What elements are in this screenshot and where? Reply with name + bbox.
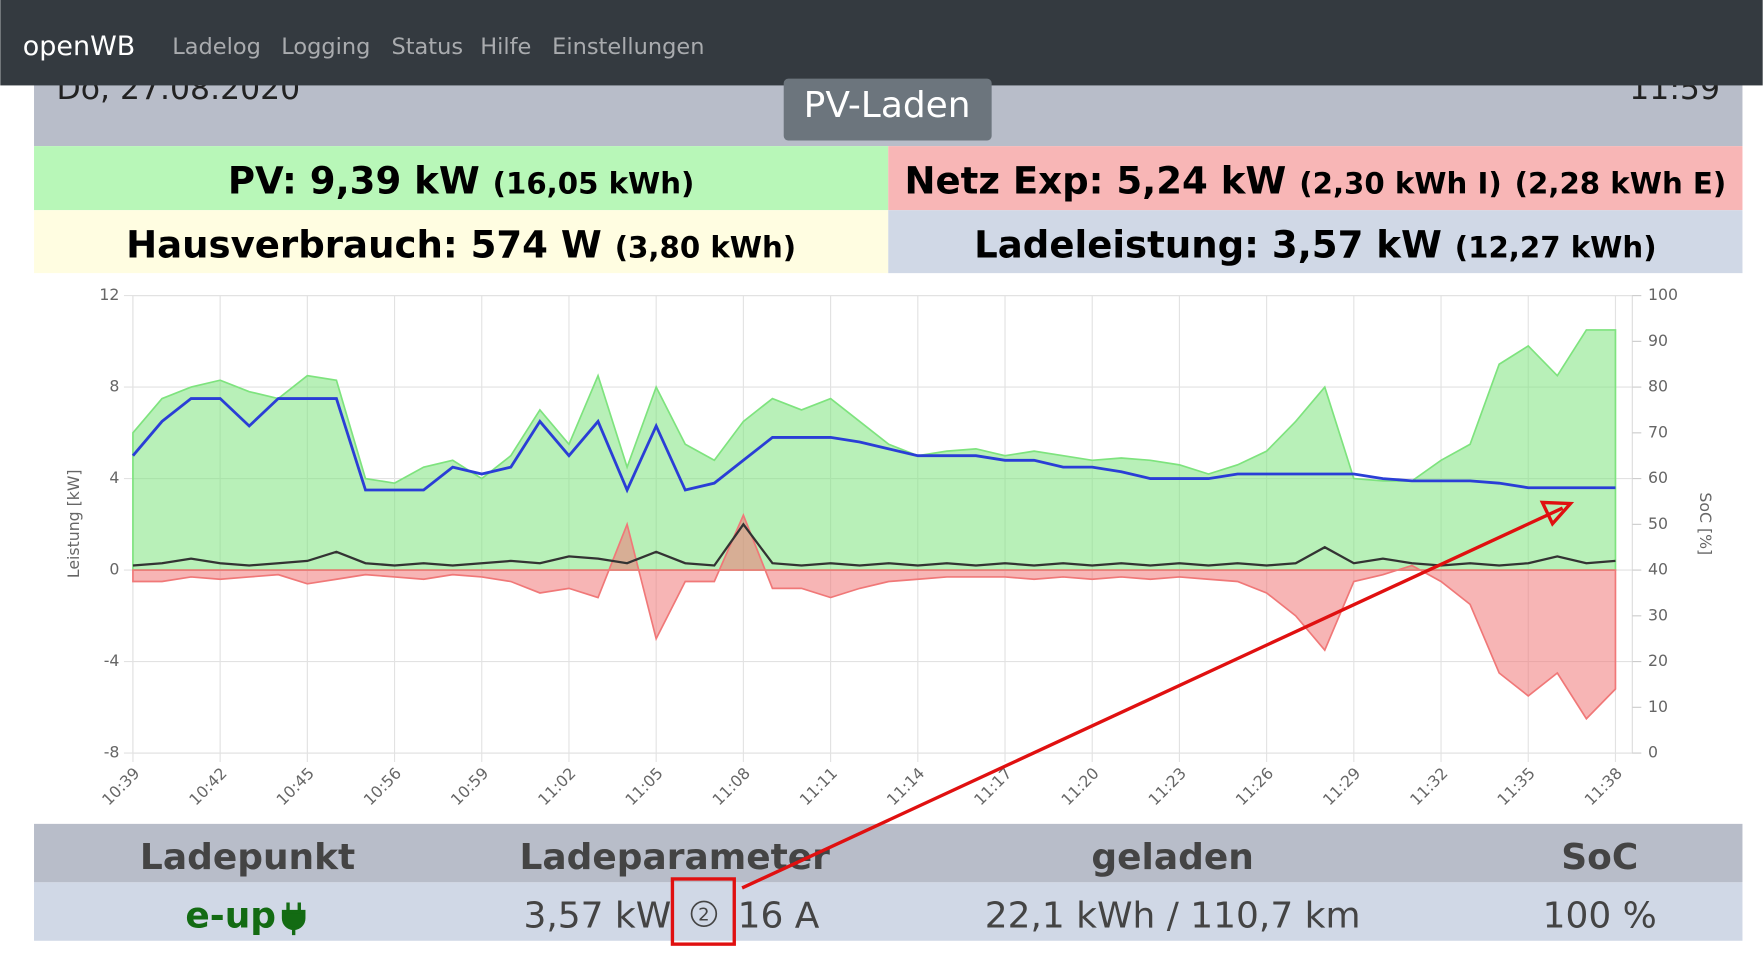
y-tick-label: 0 (109, 560, 119, 579)
plug-icon (281, 902, 306, 936)
x-tick-label: 11:02 (534, 764, 579, 809)
y-tick-label: 12 (99, 285, 119, 304)
mode-badge[interactable] (783, 78, 992, 141)
tile-extra: (3,80 kWh) (615, 230, 796, 264)
tile-extra: (12,27 kWh) (1455, 230, 1657, 264)
nav-link[interactable]: Status (391, 34, 463, 60)
x-tick-label: 11:32 (1406, 764, 1451, 809)
annotation-arrow (741, 506, 1564, 890)
x-tick-label: 11:35 (1493, 764, 1538, 809)
table-row (34, 882, 1743, 941)
x-tick-label: 10:59 (447, 764, 492, 809)
power: 3,57 kW (523, 895, 671, 936)
x-tick-label: 11:08 (708, 764, 753, 809)
arrow-head (1539, 500, 1575, 527)
x-tick-label: 11:29 (1319, 764, 1364, 809)
mode: PV-Laden (804, 85, 971, 126)
tile-text: Netz Exp: 5,24 kW (2,30 kWh I) (2,28 kWh… (904, 159, 1726, 202)
y2-tick-label: 90 (1648, 331, 1668, 350)
x-tick-label: 11:23 (1144, 764, 1189, 809)
y2-tick-label: 20 (1648, 651, 1668, 670)
th: Ladeparameter (519, 837, 830, 878)
tile-main: PV: 9,39 kW (228, 159, 480, 202)
tile-main: Hausverbrauch: 574 W (126, 223, 602, 266)
chart: -8 -4 0 4 8 12 0 10 20 30 40 50 60 70 80 90 100 10:39 10:4… (98, 285, 1678, 809)
area (132, 512, 1617, 721)
th: Ladepunkt (140, 837, 355, 878)
y2-tick-label: 40 (1648, 560, 1668, 579)
tile (34, 146, 889, 211)
phases: 2 (698, 905, 709, 926)
x-tick-label: 10:39 (98, 764, 143, 809)
brand[interactable]: openWB (23, 31, 135, 62)
nav-link[interactable]: Logging (281, 34, 370, 60)
tile (34, 210, 889, 274)
tile-text: PV: 9,39 kW (16,05 kWh) (228, 159, 695, 202)
tile-extra: (16,05 kWh) (493, 166, 695, 200)
y-tick-label: -8 (104, 743, 120, 762)
y2-tick-label: 60 (1648, 468, 1668, 487)
y-tick-label: -4 (104, 651, 120, 670)
x-tick-label: 10:42 (185, 764, 230, 809)
y2-tick-label: 10 (1648, 697, 1668, 716)
y2-axis-label: SoC [%] (1696, 492, 1715, 555)
x-tick-label: 11:05 (621, 764, 666, 809)
x-tick-label: 11:20 (1057, 764, 1102, 809)
tile-main: Ladeleistung: 3,57 kW (974, 223, 1442, 266)
line (132, 522, 1616, 567)
x-tick-label: 11:14 (883, 764, 928, 809)
y2-tick-label: 80 (1648, 377, 1668, 396)
nav-link[interactable]: Hilfe (480, 34, 531, 60)
soc: 100 % (1543, 895, 1657, 936)
y2-tick-label: 0 (1648, 743, 1658, 762)
nav-link[interactable]: Einstellungen (552, 34, 704, 60)
tile-extra: (2,30 kWh I) (1299, 166, 1501, 200)
nav-link[interactable]: Ladelog (172, 34, 261, 60)
y-tick-label: 4 (109, 468, 119, 487)
tile (888, 210, 1743, 274)
x-tick-label: 10:45 (272, 764, 317, 809)
y2-tick-label: 50 (1648, 514, 1668, 533)
tile-extra: (2,28 kWh E) (1515, 166, 1727, 200)
tile-text: Hausverbrauch: 574 W (3,80 kWh) (126, 223, 796, 266)
y-axis-label: Leistung [kW] (64, 469, 83, 578)
x-tick-label: 10:56 (360, 764, 405, 809)
current: 16 A (738, 895, 820, 936)
line (131, 397, 1616, 494)
area (132, 329, 1617, 571)
y2-tick-label: 100 (1648, 285, 1678, 304)
th: SoC (1561, 837, 1638, 878)
phase-circle (690, 900, 718, 927)
x-tick-label: 11:11 (796, 764, 841, 809)
navbar (0, 0, 1763, 86)
x-tick-label: 11:26 (1232, 764, 1277, 809)
table-header (34, 823, 1743, 883)
annotation-box (670, 877, 736, 946)
y-tick-label: 8 (109, 377, 119, 396)
charged: 22,1 kWh / 110,7 km (985, 895, 1361, 936)
tile-text: Ladeleistung: 3,57 kW (12,27 kWh) (974, 223, 1656, 266)
y2-tick-label: 30 (1648, 605, 1668, 624)
tile (888, 146, 1743, 211)
y2-tick-label: 70 (1648, 422, 1668, 441)
th: geladen (1091, 837, 1253, 878)
x-tick-label: 11:38 (1580, 764, 1625, 809)
tile-main: Netz Exp: 5,24 kW (904, 159, 1286, 202)
chargepoint-name[interactable]: e-up (185, 895, 276, 936)
